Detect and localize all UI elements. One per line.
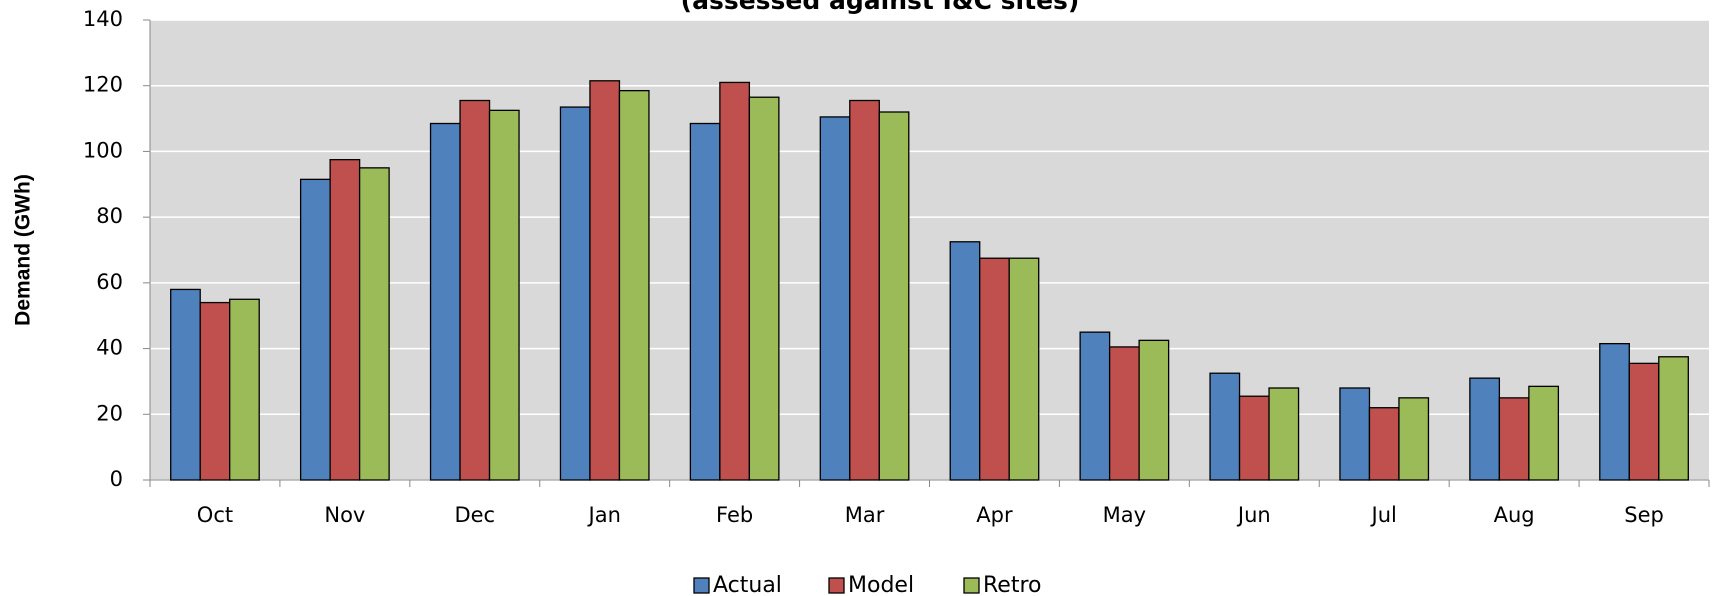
legend-swatch	[828, 577, 845, 594]
bar	[1469, 377, 1501, 481]
x-tick-label: Mar	[845, 503, 885, 527]
x-tick-label: May	[1103, 503, 1146, 527]
bar	[329, 158, 361, 481]
bar	[1599, 342, 1630, 481]
bar	[1268, 387, 1300, 481]
bar	[1108, 346, 1140, 481]
x-tick-label: Jul	[1370, 503, 1397, 527]
x-tick-label: Jan	[587, 503, 621, 527]
bar	[459, 99, 491, 481]
bar	[1079, 331, 1111, 481]
bar	[1368, 407, 1400, 481]
legend-swatch	[963, 577, 980, 594]
bar	[1339, 387, 1371, 481]
y-tick-label: 100	[83, 138, 123, 162]
bar	[719, 81, 751, 481]
bar	[170, 288, 201, 481]
bar	[979, 257, 1010, 481]
bar	[1628, 362, 1660, 481]
bar	[1398, 397, 1430, 481]
bar	[1498, 397, 1530, 481]
x-tick-label: Nov	[324, 503, 365, 527]
y-tick-label: 20	[96, 401, 123, 425]
bar	[949, 241, 981, 481]
bar	[748, 96, 780, 481]
bar	[229, 298, 260, 481]
legend-swatch	[693, 577, 710, 594]
x-tick-label: Sep	[1624, 503, 1664, 527]
bar	[1008, 257, 1040, 481]
bar	[559, 106, 591, 481]
y-tick-label: 80	[96, 204, 123, 228]
bar	[1209, 372, 1241, 481]
bar	[1528, 385, 1560, 481]
x-tick-label: Aug	[1494, 503, 1535, 527]
bar	[1658, 356, 1689, 481]
bar	[1138, 339, 1170, 481]
bar	[819, 116, 851, 481]
legend-label: Actual	[713, 573, 782, 596]
plot-area	[150, 20, 1709, 480]
x-tick-label: Oct	[197, 503, 233, 527]
bar	[1238, 395, 1270, 481]
y-tick-label: 120	[83, 73, 123, 97]
bar	[878, 111, 910, 481]
bar	[849, 99, 880, 481]
y-tick-label: 40	[96, 336, 123, 360]
bar	[488, 109, 520, 481]
bar	[299, 178, 331, 481]
legend-label: Model	[848, 573, 914, 596]
bar	[199, 301, 231, 481]
x-tick-label: Feb	[716, 503, 753, 527]
legend-label: Retro	[983, 573, 1041, 596]
x-tick-label: Jun	[1236, 503, 1271, 527]
bar	[618, 89, 650, 481]
y-tick-label: 140	[83, 7, 123, 31]
bar	[429, 122, 461, 481]
y-tick-label: 60	[96, 270, 123, 294]
chart-title: (assessed against I&C sites)	[681, 0, 1080, 15]
bar	[358, 167, 390, 481]
x-tick-label: Dec	[454, 503, 495, 527]
y-axis-label: Demand (GWh)	[12, 174, 35, 326]
x-tick-label: Apr	[976, 503, 1013, 527]
y-tick-label: 0	[110, 467, 123, 491]
bar	[689, 122, 721, 481]
bar	[589, 80, 621, 481]
